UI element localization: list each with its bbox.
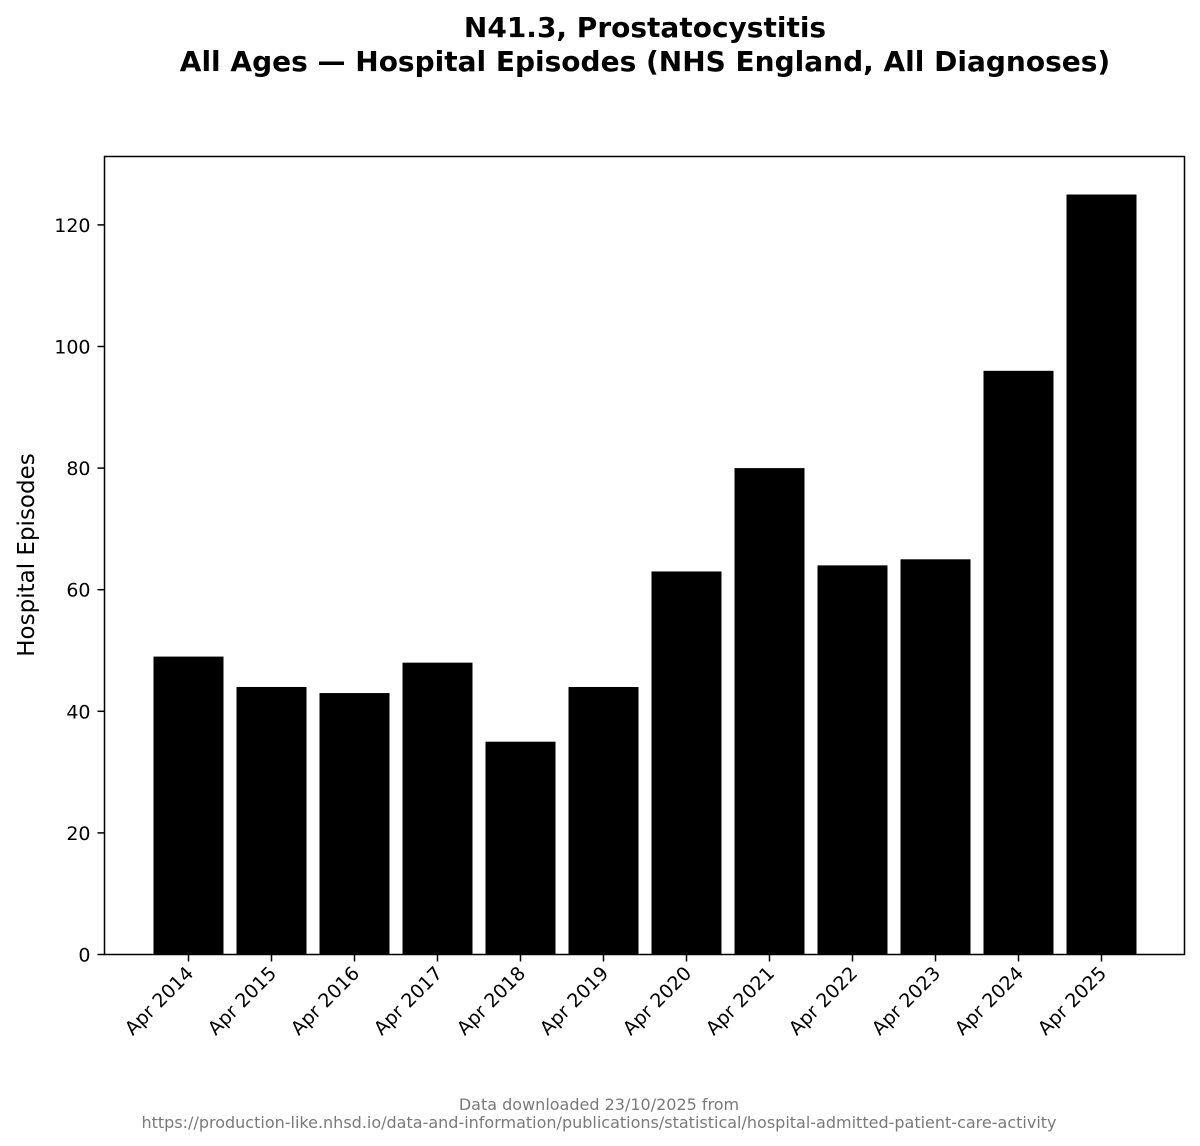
y-tick-label: 0 [78, 945, 90, 967]
y-tick-label: 60 [66, 580, 90, 602]
x-axis: Apr 2014 Apr 2015 Apr 2016 Apr 2017 Apr 2018… [121, 954, 1111, 1040]
bar-apr-2025 [1066, 194, 1137, 955]
y-tick-label: 20 [66, 823, 90, 845]
bar-apr-2019 [568, 686, 639, 955]
x-tick-label: Apr 2020 [619, 962, 696, 1039]
x-tick-label: Apr 2022 [785, 962, 862, 1039]
y-tick-label: 80 [66, 458, 90, 480]
footer-line-2: https://production-like.nhsd.io/data-and… [141, 1113, 1056, 1132]
footer-line-1: Data downloaded 23/10/2025 from [459, 1095, 739, 1114]
bar-series [153, 194, 1137, 955]
y-axis: 0 20 40 60 80 100 120 [54, 215, 105, 967]
x-tick-label: Apr 2018 [453, 962, 530, 1039]
x-tick-label: Apr 2015 [204, 962, 281, 1039]
x-tick-label: Apr 2017 [370, 962, 447, 1039]
y-axis-label: Hospital Episodes [14, 453, 40, 656]
x-tick-label: Apr 2014 [121, 962, 198, 1039]
bar-apr-2018 [485, 741, 556, 955]
plot-frame [103, 155, 1186, 956]
x-tick-label: Apr 2021 [702, 962, 779, 1039]
bar-apr-2022 [817, 565, 888, 955]
bar-apr-2014 [153, 656, 224, 955]
bar-apr-2021 [734, 468, 805, 955]
bar-apr-2016 [319, 693, 390, 955]
y-tick-label: 100 [54, 337, 90, 359]
x-tick-label: Apr 2023 [868, 962, 945, 1039]
y-tick-label: 40 [66, 701, 90, 723]
y-tick-label: 120 [54, 215, 90, 237]
chart-title-line-1: N41.3, Prostatocystitis [464, 11, 826, 44]
bar-apr-2024 [983, 370, 1054, 955]
bar-apr-2017 [402, 662, 473, 955]
x-tick-label: Apr 2019 [536, 962, 613, 1039]
bar-apr-2015 [236, 686, 307, 955]
chart-title-line-2: All Ages — Hospital Episodes (NHS Englan… [180, 45, 1110, 78]
bar-apr-2023 [900, 559, 971, 955]
x-tick-label: Apr 2025 [1034, 962, 1111, 1039]
x-tick-label: Apr 2016 [287, 962, 364, 1039]
bar-apr-2020 [651, 571, 722, 955]
x-tick-label: Apr 2024 [951, 962, 1028, 1039]
